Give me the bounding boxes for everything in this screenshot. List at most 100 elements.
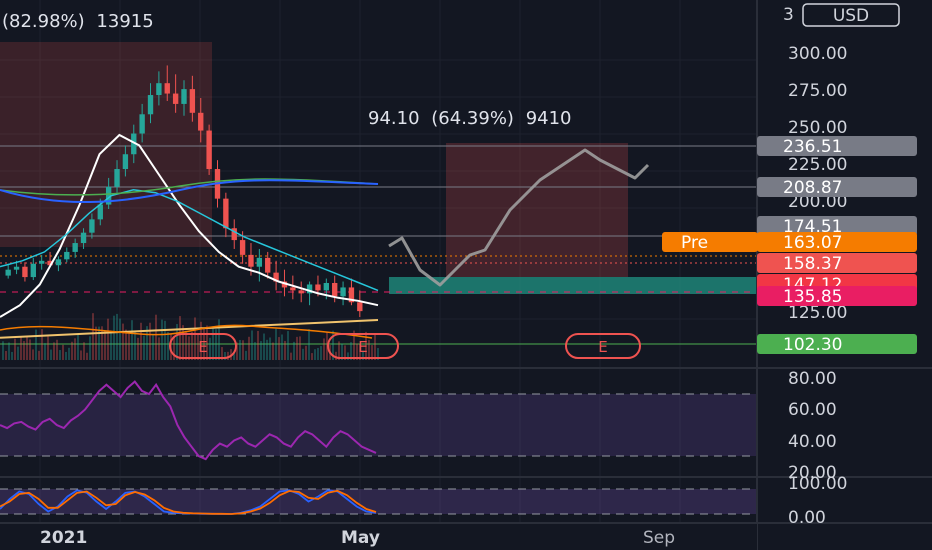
rsi-band	[0, 394, 757, 456]
candle-body	[72, 243, 78, 252]
candle-body	[281, 281, 288, 288]
candle-body	[30, 263, 36, 278]
volume-bar	[335, 351, 337, 360]
price-badge: 102.30	[757, 334, 917, 355]
candle-body	[131, 133, 137, 155]
volume-bar	[143, 335, 145, 360]
volume-bar	[71, 341, 73, 360]
volume-bar	[323, 338, 325, 360]
volume-bar	[164, 320, 166, 360]
volume-bar	[275, 328, 277, 360]
volume-bar	[200, 321, 202, 360]
volume-bar	[272, 342, 274, 360]
volume-bar	[305, 345, 307, 360]
price-badge: 163.07	[757, 232, 917, 253]
volume-bar	[221, 347, 223, 360]
earnings-marker[interactable]: E	[565, 333, 641, 359]
volume-bar	[74, 338, 76, 360]
premarket-label: Pre	[681, 233, 708, 253]
volume-bar	[350, 342, 352, 360]
range-zones	[0, 42, 757, 294]
candle-body	[332, 283, 338, 297]
earnings-label: E	[358, 338, 367, 356]
earnings-marker[interactable]: E	[169, 333, 237, 359]
volume-bar	[104, 331, 106, 360]
time-tick: Sep	[643, 528, 675, 548]
volume-bar	[281, 334, 283, 360]
left-measure-zone	[0, 42, 212, 247]
candle-body	[273, 272, 279, 282]
ma-long-line	[0, 319, 379, 339]
left-measure-label: (82.98%) 13915	[2, 11, 154, 32]
candle-body	[38, 260, 45, 264]
stoch-tick: 100.00	[788, 474, 847, 494]
volume-bar	[17, 346, 19, 360]
price-tick: 300.00	[788, 44, 847, 64]
earnings-markers: E E E	[169, 333, 641, 359]
volume-bar	[128, 332, 130, 360]
rsi-tick: 60.00	[788, 400, 837, 420]
volume-bar	[35, 329, 37, 360]
earnings-marker[interactable]: E	[327, 333, 399, 359]
volume-bar	[176, 324, 178, 360]
volume-bar	[50, 349, 52, 360]
volume-bar	[47, 336, 49, 360]
projection-line	[388, 148, 650, 287]
volume-bar	[353, 330, 355, 360]
volume-bar	[296, 336, 298, 360]
rsi-tick: 80.00	[788, 369, 837, 389]
price-badge-value: 236.51	[783, 137, 842, 157]
right-measure-label: 94.10 (64.39%) 9410	[368, 108, 572, 129]
candle-body	[298, 290, 304, 294]
volume-bar	[59, 350, 61, 360]
price-badge-value: 135.85	[783, 287, 842, 307]
currency-label: USD	[833, 6, 869, 26]
volume-bar	[278, 337, 280, 360]
stochastic-pane	[0, 488, 757, 515]
candle-body	[122, 154, 129, 170]
volume-bar	[53, 342, 55, 360]
time-axis[interactable]: 2021 May Sep	[0, 524, 757, 550]
price-tick: 250.00	[788, 118, 847, 138]
volume-bar	[20, 336, 22, 360]
volume-bar	[317, 347, 319, 360]
price-badge: 208.87	[757, 177, 917, 198]
currency-button[interactable]: USD	[802, 3, 900, 27]
rsi-axis: 80.00 60.00 40.00 20.00	[788, 369, 837, 483]
right-measure-percent: (64.39%)	[431, 108, 514, 129]
volume-bar	[314, 349, 316, 360]
candle-body	[47, 260, 53, 266]
volume-bar	[197, 333, 199, 360]
volume-bar	[155, 314, 157, 360]
stoch-axis: 100.00 0.00	[788, 474, 847, 528]
volume-bar	[293, 341, 295, 360]
volume-bar	[371, 345, 373, 360]
volume-bar	[224, 351, 226, 360]
volume-bar	[146, 326, 148, 360]
price-badge-value: 163.07	[783, 233, 842, 253]
volume-bar	[95, 326, 97, 360]
price-lines	[0, 145, 757, 345]
volume-bar	[23, 341, 25, 360]
volume-bar	[68, 347, 70, 360]
volume-bar	[332, 330, 334, 360]
volume-bar	[233, 353, 235, 360]
volume-bar	[113, 315, 115, 360]
volume-bar	[140, 322, 142, 360]
price-badge-value: 158.37	[783, 254, 842, 274]
volume-bar	[77, 334, 79, 360]
price-tick: 125.00	[788, 303, 847, 323]
candle-body	[156, 83, 162, 96]
earnings-label: E	[198, 338, 207, 356]
stoch-d-line	[0, 489, 377, 515]
volume-bar	[287, 331, 289, 360]
candle-body	[239, 240, 246, 255]
candle-body	[5, 269, 11, 276]
volume-bar	[194, 317, 196, 360]
volume-bar	[26, 336, 28, 360]
volume-bar	[299, 336, 301, 360]
price-badges: 236.51 208.87 174.51 Pre 163.07 158.37 1…	[662, 136, 917, 355]
volume-bar	[251, 330, 253, 360]
candle-body	[306, 284, 313, 294]
